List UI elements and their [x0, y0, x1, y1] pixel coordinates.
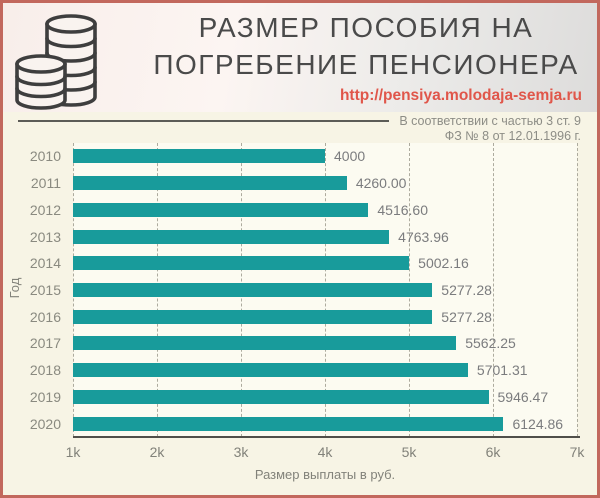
bar-2013 [73, 229, 390, 244]
x-tick-7k: 7k [569, 444, 585, 460]
value-label-2018: 5701.31 [476, 362, 528, 379]
year-label-2010: 2010 [29, 148, 61, 165]
header: РАЗМЕР ПОСОБИЯ НА ПОГРЕБЕНИЕ ПЕНСИОНЕРА … [3, 3, 597, 112]
year-label-2020: 2020 [29, 415, 61, 432]
legal-note-row1: В соответствии с частью 3 ст. 9 [18, 114, 581, 129]
legal-note: В соответствии с частью 3 ст. 9 ФЗ № 8 о… [18, 114, 581, 143]
year-label-2019: 2019 [29, 388, 61, 405]
x-tick-4k: 4k [317, 444, 333, 460]
page-title-line2: ПОГРЕБЕНИЕ ПЕНСИОНЕРА [153, 49, 579, 80]
bar-2010 [73, 149, 325, 164]
x-axis-label: Размер выплаты в руб. [254, 467, 396, 482]
value-label-2013: 4763.96 [398, 228, 449, 245]
x-tick-1k: 1k [65, 444, 81, 460]
bar-2020 [73, 416, 504, 431]
year-label-2011: 2011 [30, 175, 61, 192]
bar-2015 [73, 283, 433, 297]
value-label-2014: 5002.16 [418, 255, 469, 272]
value-label-2012: 4516.60 [377, 201, 428, 218]
bar-2019 [73, 389, 489, 404]
bar-2012 [73, 202, 369, 217]
coin-stack-icon [15, 14, 97, 110]
year-label-2014: 2014 [29, 255, 61, 272]
bar-2017 [73, 336, 457, 351]
bar-2014 [73, 256, 410, 271]
year-label-2013: 2013 [29, 228, 61, 245]
x-tick-6k: 6k [485, 444, 501, 460]
x-tick-5k: 5k [401, 444, 417, 460]
gridline-7k [577, 143, 578, 437]
page-title-line1: РАЗМЕР ПОСОБИЯ НА [198, 12, 534, 43]
value-label-2016: 5277.28 [441, 308, 492, 325]
value-label-2011: 4260.00 [355, 175, 407, 192]
year-label-2016: 2016 [29, 308, 61, 325]
bar-2016 [73, 309, 433, 324]
canvas: РАЗМЕР ПОСОБИЯ НА ПОГРЕБЕНИЕ ПЕНСИОНЕРА … [3, 3, 597, 495]
legal-note-line1: В соответствии с частью 3 ст. 9 [399, 114, 581, 128]
bar-2011 [73, 176, 347, 191]
legal-note-line2: ФЗ № 8 от 12.01.1996 г. [444, 128, 581, 143]
year-label-2012: 2012 [29, 201, 61, 218]
year-label-2018: 2018 [29, 362, 61, 379]
value-label-2017: 5562.25 [465, 335, 516, 352]
y-axis-label: Год [7, 277, 22, 299]
gridline-6k [493, 143, 494, 437]
x-tick-2k: 2k [149, 444, 165, 460]
x-axis-line [73, 436, 580, 438]
value-label-2010: 4000 [334, 148, 366, 165]
x-tick-3k: 3k [233, 444, 249, 460]
year-label-2015: 2015 [29, 282, 61, 298]
bar-2018 [73, 363, 468, 378]
page-title: РАЗМЕР ПОСОБИЯ НА ПОГРЕБЕНИЕ ПЕНСИОНЕРА [141, 9, 591, 83]
value-label-2020: 6124.86 [512, 415, 564, 432]
value-label-2015: 5277.28 [441, 282, 492, 298]
site-url[interactable]: http://pensiya.molodaja-semja.ru [339, 87, 582, 104]
year-label-2017: 2017 [29, 335, 61, 352]
value-label-2019: 5946.47 [497, 388, 549, 405]
divider-line [18, 120, 390, 123]
